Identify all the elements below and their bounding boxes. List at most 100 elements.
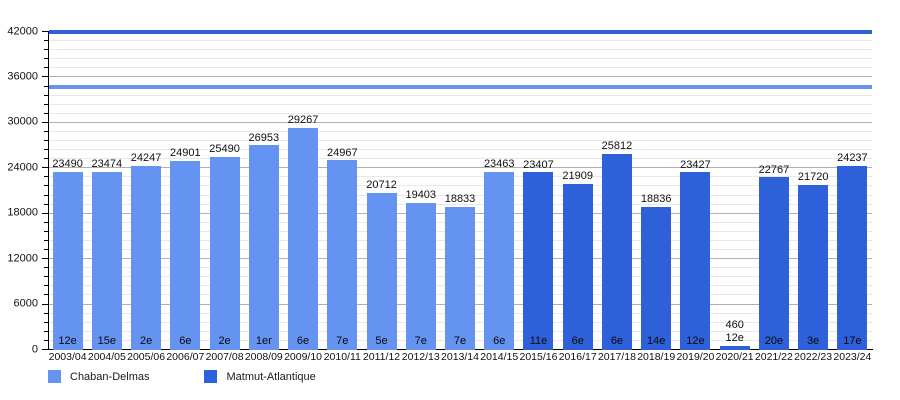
capacity-line-chaban-delmas <box>49 84 872 89</box>
y-axis-tick-major <box>42 303 48 305</box>
legend-item-chaban-delmas: Chaban-Delmas <box>48 370 149 383</box>
x-axis-tick-label: 2011/12 <box>362 351 401 363</box>
bar-2018-19 <box>641 206 672 350</box>
bar-2007-08 <box>209 156 240 350</box>
x-axis-tick-label: 2010/11 <box>323 351 361 363</box>
gridline-minor <box>49 130 872 132</box>
gridline-minor <box>49 112 872 114</box>
y-axis-tick-minor <box>44 176 48 178</box>
y-axis-tick-label: 18000 <box>7 206 38 219</box>
y-axis-tick-label: 30000 <box>7 115 38 128</box>
y-axis-tick-minor <box>44 40 48 42</box>
bar-rank-label: 1er <box>255 334 272 347</box>
y-axis-tick-minor <box>44 285 48 287</box>
bar-rank-label: 7e <box>453 334 467 347</box>
bar-2020-21 <box>719 346 750 350</box>
bar-2012-13 <box>405 202 436 350</box>
bar-value-label: 26953 <box>248 131 280 144</box>
gridline-major <box>49 76 872 78</box>
bar-2021-22 <box>758 177 789 350</box>
bar-2016-17 <box>562 183 593 350</box>
bar-value-label: 29267 <box>287 114 319 127</box>
bar-2022-23 <box>798 185 829 350</box>
y-axis-tick-minor <box>44 103 48 105</box>
bar-rank-label: 2e <box>139 334 153 347</box>
legend-swatch-chaban-delmas <box>48 370 61 383</box>
bar-value-label: 22767 <box>758 163 790 176</box>
x-axis-tick-label: 2008/09 <box>244 351 283 363</box>
x-axis-tick-label: 2009/10 <box>284 351 323 363</box>
bar-2006-07 <box>170 160 201 350</box>
bar-2011-12 <box>366 192 397 350</box>
y-axis-tick-label: 42000 <box>7 25 38 37</box>
y-axis-tick-minor <box>44 130 48 132</box>
gridline-minor <box>49 40 872 42</box>
bar-value-label: 24967 <box>326 146 358 159</box>
y-axis-tick-minor <box>44 339 48 341</box>
bar-rank-label: 3e <box>807 334 820 347</box>
bar-rank-label: 6e <box>610 334 624 347</box>
bar-value-label: 21720 <box>797 171 829 184</box>
y-axis-tick-major <box>42 121 48 123</box>
y-axis-tick-minor <box>44 330 48 332</box>
legend-item-matmut-atlantique: Matmut-Atlantique <box>204 370 316 383</box>
x-axis-tick-label: 2018/19 <box>637 351 676 363</box>
x-axis-tick-label: 2003/04 <box>48 351 87 363</box>
x-axis-tick-label: 2012/13 <box>401 351 440 363</box>
bar-2009-10 <box>288 127 319 350</box>
bar-2008-09 <box>248 145 279 350</box>
bar-value-label: 18833 <box>444 193 476 206</box>
gridline-minor <box>49 149 872 151</box>
x-axis-tick-label: 2019/20 <box>676 351 715 363</box>
gridline-major <box>49 121 872 123</box>
y-axis-tick-minor <box>44 194 48 196</box>
gridline-major <box>49 167 872 169</box>
legend-label-matmut-atlantique: Matmut-Atlantique <box>226 370 316 383</box>
y-axis-tick-minor <box>44 67 48 69</box>
gridline-minor <box>49 49 872 51</box>
legend-swatch-matmut-atlantique <box>204 370 218 383</box>
gridline-minor <box>49 94 872 96</box>
y-axis-tick-minor <box>44 267 48 269</box>
y-axis-tick-minor <box>44 239 48 241</box>
gridline-minor <box>49 194 872 196</box>
y-axis-tick-label: 36000 <box>7 70 38 83</box>
bar-2010-11 <box>327 160 358 350</box>
chart-legend: Chaban-Delmas Matmut-Atlantique <box>48 370 371 383</box>
bar-value-label: 23407 <box>523 158 554 171</box>
bar-rank-label: 15e <box>97 334 117 347</box>
bar-rank-label: 5e <box>375 334 388 347</box>
bar-rank-label: 6e <box>571 334 584 347</box>
bar-rank-label: 12e <box>686 334 705 347</box>
y-axis-tick-major <box>42 167 48 169</box>
bar-rank-label: 6e <box>296 334 310 347</box>
y-axis-tick-major <box>42 212 48 214</box>
x-axis-tick-label: 2020/21 <box>715 351 754 363</box>
y-axis-tick-minor <box>44 140 48 142</box>
bar-2005-06 <box>131 165 162 350</box>
y-axis-tick-minor <box>44 276 48 278</box>
gridline-minor <box>49 58 872 60</box>
gridline-minor <box>49 203 872 205</box>
bar-value-label: 25812 <box>601 140 633 153</box>
bar-value-label: 23474 <box>91 158 123 171</box>
bar-value-label: 19403 <box>405 189 437 201</box>
y-axis-tick-label: 0 <box>31 343 38 355</box>
bar-value-label: 21909 <box>562 170 593 183</box>
x-axis-tick-label: 2007/08 <box>205 351 244 363</box>
gridline-minor <box>49 158 872 160</box>
bar-value-label: 24237 <box>837 152 868 165</box>
y-axis-tick-major <box>42 258 48 260</box>
legend-label-chaban-delmas: Chaban-Delmas <box>70 370 150 383</box>
y-axis-tick-label: 12000 <box>7 252 38 265</box>
bar-rank-label: 7e <box>414 334 427 347</box>
bar-2003-04 <box>52 171 83 350</box>
bar-2019-20 <box>680 172 711 350</box>
bar-rank-label: 20e <box>764 334 784 347</box>
bar-2013-14 <box>445 206 475 350</box>
bar-2004-05 <box>91 171 122 350</box>
x-axis-tick-label: 2016/17 <box>558 351 597 363</box>
bar-rank-label: 6e <box>179 334 192 347</box>
x-axis-tick-label: 2014/15 <box>480 351 519 363</box>
x-axis-tick-label: 2021/22 <box>754 351 793 363</box>
